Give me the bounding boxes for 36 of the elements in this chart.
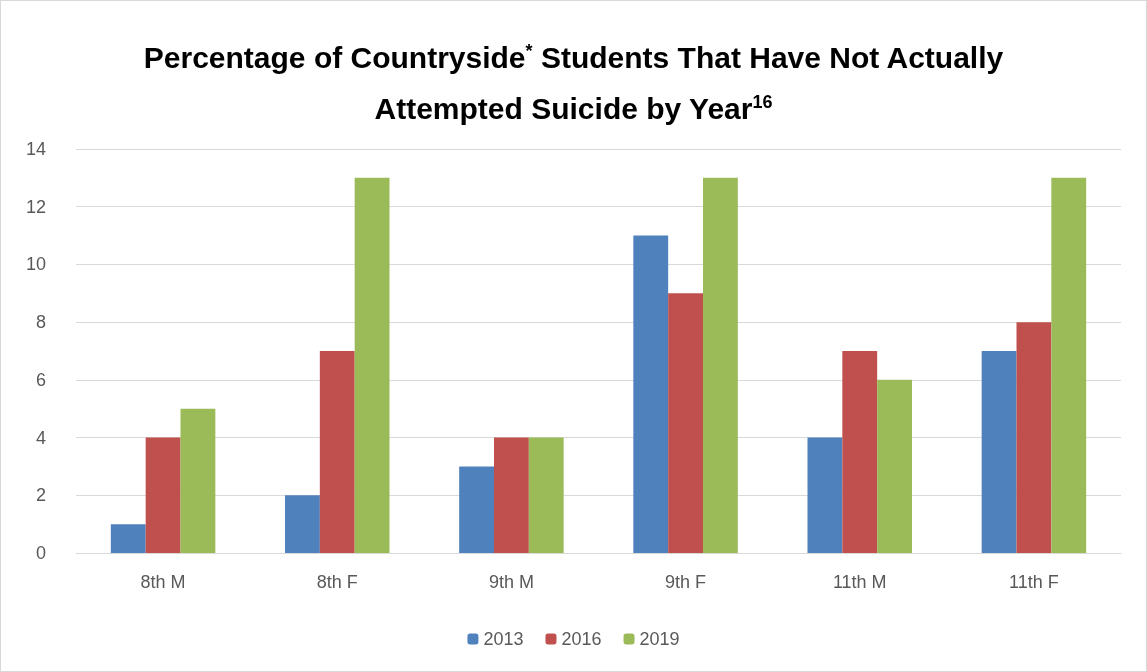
x-tick-label: 8th F — [316, 572, 358, 592]
legend-label: 2019 — [639, 629, 680, 649]
x-tick-label: 9th M — [488, 572, 534, 592]
bar — [807, 437, 843, 553]
y-tick-label: 12 — [25, 196, 46, 217]
bar — [1016, 322, 1052, 553]
bar — [494, 437, 529, 553]
y-tick-label: 10 — [25, 254, 46, 275]
bar — [285, 495, 320, 553]
bar — [633, 235, 669, 553]
bar — [877, 379, 912, 553]
bar — [145, 437, 181, 553]
y-tick-label: 14 — [25, 139, 46, 159]
x-tick-label: 11th M — [832, 572, 887, 592]
bar — [668, 293, 703, 553]
chart-title: Percentage of Countryside$^{*}$ Students That Have Not Actually Attempted Suicide by Year$^{16}$ — [143, 40, 1004, 127]
bar — [1051, 177, 1087, 553]
bar — [180, 408, 216, 553]
bar — [319, 351, 355, 553]
bar — [459, 466, 494, 553]
y-tick-label: 0 — [35, 543, 46, 563]
y-tick-label: 8 — [35, 312, 46, 333]
x-tick-label: 8th M — [140, 572, 186, 592]
legend-label: 2013 — [483, 629, 524, 649]
bar — [110, 524, 146, 553]
x-tick-label: 11th F — [1009, 572, 1059, 592]
legend-label: 2016 — [561, 629, 602, 649]
bar — [981, 351, 1017, 553]
y-tick-label: 2 — [35, 485, 46, 506]
bar — [528, 437, 564, 553]
bar — [842, 351, 878, 553]
x-tick-label: 9th F — [665, 572, 707, 592]
y-tick-label: 4 — [35, 427, 46, 448]
bar — [703, 177, 738, 553]
y-tick-label: 6 — [35, 369, 46, 390]
bar — [354, 177, 390, 553]
